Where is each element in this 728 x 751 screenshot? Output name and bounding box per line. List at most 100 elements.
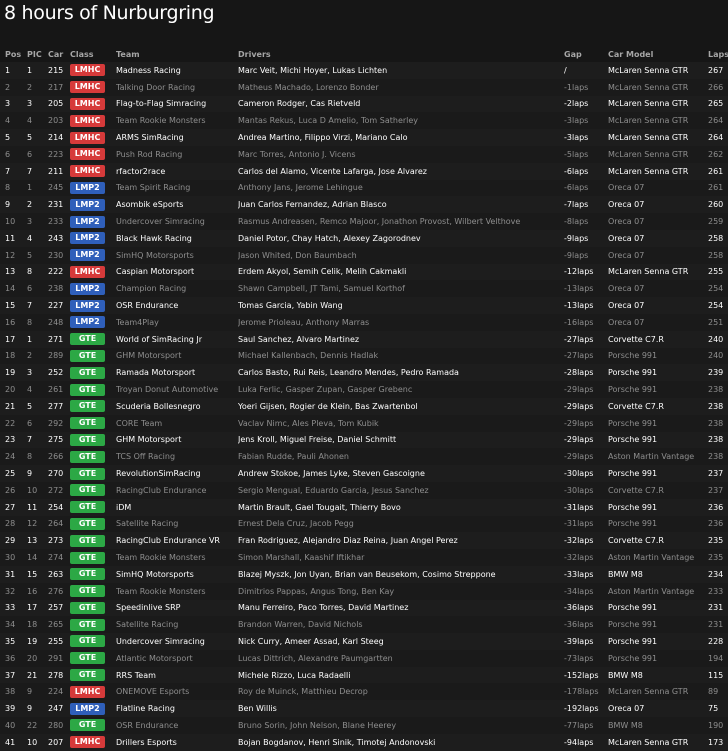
gap-cell: -7laps [564,196,608,214]
gap-cell: -13laps [564,297,608,314]
table-row[interactable]: 16 8 248 LMP2 Team4Play Jerome Prioleau, Anth… [0,313,728,331]
header-pic[interactable]: PIC [27,49,42,59]
table-row[interactable]: 31 15 263 GTE SimHQ Motorsports Blazej Myszk,… [0,565,728,583]
table-row[interactable]: 20 4 261 GTE Troyan Donut Automotive Luka Fer… [0,381,728,398]
team-cell: CORE Team [116,414,238,432]
table-row[interactable]: 26 10 272 GTE RacingClub Endurance Sergio Men… [0,481,728,499]
table-row[interactable]: 19 3 252 GTE Ramada Motorsport Carlos Basto, … [0,364,728,382]
table-row[interactable]: 4 4 203 LMHC Team Rookie Monsters Mantas Reku… [0,112,728,130]
class-badge: LMHC [70,265,105,278]
table-row[interactable]: 39 9 247 LMP2 Flatline Racing Ben Willis -192l… [0,700,728,718]
table-row[interactable]: 23 7 275 GTE GHM Motorsport Jens Kroll, Migue… [0,431,728,449]
table-row[interactable]: 2 2 217 LMHC Talking Door Racing Matheus Mach… [0,78,728,96]
car-model-cell: Porsche 991 [608,347,708,365]
team-cell: Flag-to-Flag Simracing [116,95,238,113]
class-badge: GTE [70,450,105,463]
drivers-cell: Bruno Sorin, John Nelson, Blane Heerey [238,717,564,734]
table-row[interactable]: 29 13 273 GTE RacingClub Endurance VR Fran Ro… [0,532,728,550]
table-row[interactable]: 35 19 255 GTE Undercover Simracing Nick Curry… [0,633,728,650]
class-badge: GTE [70,467,105,480]
pos-cell: 18 [0,347,27,365]
pos-cell: 14 [0,280,27,298]
pic-cell: 4 [27,381,48,398]
car-number-cell: 215 [48,62,70,79]
table-row[interactable]: 3 3 205 LMHC Flag-to-Flag Simracing Cameron R… [0,95,728,113]
header-laps[interactable]: Laps [708,49,728,59]
header-car-model[interactable]: Car Model [608,49,654,59]
laps-cell: 238 [708,448,728,466]
table-row[interactable]: 28 12 264 GTE Satellite Racing Ernest Dela Cr… [0,515,728,533]
table-row[interactable]: 25 9 270 GTE RevolutionSimRacing Andrew Stoko… [0,465,728,482]
header-car[interactable]: Car [48,49,64,59]
table-row[interactable]: 13 8 222 LMHC Caspian Motorsport Erdem Akyol,… [0,263,728,281]
table-row[interactable]: 27 11 254 GTE iDM Martin Brault, Gael Tougait… [0,498,728,516]
car-number-cell: 272 [48,481,70,499]
gap-cell: -29laps [564,397,608,415]
laps-cell: 239 [708,364,728,382]
class-cell: GTE [70,465,116,482]
table-row[interactable]: 40 22 280 GTE OSR Endurance Bruno Sorin, John… [0,717,728,734]
gap-cell: -3laps [564,129,608,146]
class-badge: GTE [70,719,105,732]
car-model-cell: McLaren Senna GTR [608,129,708,146]
drivers-cell: Shawn Campbell, JT Tami, Samuel Korthof [238,280,564,298]
team-cell: Drillers Esports [116,733,238,751]
laps-cell: 255 [708,263,728,281]
table-row[interactable]: 30 14 274 GTE Team Rookie Monsters Simon Mars… [0,549,728,566]
gap-cell: -29laps [564,414,608,432]
laps-cell: 254 [708,297,728,314]
pos-cell: 31 [0,565,27,583]
header-drivers[interactable]: Drivers [238,49,271,59]
gap-cell: -34laps [564,582,608,600]
table-row[interactable]: 1 1 215 LMHC Madness Racing Marc Veit, Michi … [0,62,728,79]
header-class[interactable]: Class [70,49,94,59]
table-row[interactable]: 37 21 278 GTE RRS Team Michele Rizzo, Luca Ra… [0,666,728,684]
team-cell: ONEMOVE Esports [116,683,238,701]
table-row[interactable]: 12 5 230 LMP2 SimHQ Motorsports Jason Whited,… [0,246,728,264]
table-row[interactable]: 41 10 207 LMHC Drillers Esports Bojan Bogdano… [0,733,728,751]
team-cell: GHM Motorsport [116,347,238,365]
pic-cell: 10 [27,481,48,499]
class-badge: GTE [70,517,105,530]
table-row[interactable]: 8 1 245 LMP2 Team Spirit Racing Anthony Jans,… [0,179,728,197]
table-row[interactable]: 24 8 266 GTE TCS Off Racing Fabian Rudde, Pau… [0,448,728,466]
class-cell: GTE [70,532,116,550]
table-row[interactable]: 32 16 276 GTE Team Rookie Monsters Dimitrios … [0,582,728,600]
class-cell: GTE [70,498,116,516]
table-row[interactable]: 7 7 211 LMHC rfactor2race Carlos del Alamo, V… [0,162,728,180]
table-row[interactable]: 38 9 224 LMHC ONEMOVE Esports Roy de Muinck, … [0,683,728,701]
gap-cell: / [564,62,608,79]
table-row[interactable]: 9 2 231 LMP2 Asombik eSports Juan Carlos Fern… [0,196,728,214]
table-row[interactable]: 11 4 243 LMP2 Black Hawk Racing Daniel Potor,… [0,229,728,247]
laps-cell: 75 [708,700,728,718]
car-number-cell: 230 [48,246,70,264]
table-row[interactable]: 6 6 223 LMHC Push Rod Racing Marc Torres, Ant… [0,145,728,163]
table-row[interactable]: 36 20 291 GTE Atlantic Motorsport Lucas Dittr… [0,649,728,667]
pos-cell: 8 [0,179,27,197]
table-row[interactable]: 21 5 277 GTE Scuderia Bollesnegro Yoeri Gijse… [0,397,728,415]
laps-cell: 235 [708,549,728,566]
header-gap[interactable]: Gap [564,49,582,59]
laps-cell: 265 [708,95,728,113]
header-pos[interactable]: Pos [5,49,22,59]
table-row[interactable]: 15 7 227 LMP2 OSR Endurance Tomas Garcia, Yab… [0,297,728,314]
class-badge: LMP2 [70,181,105,194]
table-row[interactable]: 5 5 214 LMHC ARMS SimRacing Andrea Martino, F… [0,129,728,146]
pos-cell: 27 [0,498,27,516]
gap-cell: -36laps [564,599,608,617]
table-row[interactable]: 17 1 271 GTE World of SimRacing Jr Saul Sanch… [0,330,728,348]
table-row[interactable]: 10 3 233 LMP2 Undercover Simracing Rasmus And… [0,213,728,230]
header-team[interactable]: Team [116,49,140,59]
car-number-cell: 254 [48,498,70,516]
table-row[interactable]: 18 2 289 GTE GHM Motorsport Michael Kallenbac… [0,347,728,365]
table-row[interactable]: 22 6 292 GTE CORE Team Vaclav Nimc, Ales Plev… [0,414,728,432]
laps-cell: 231 [708,616,728,634]
table-row[interactable]: 14 6 238 LMP2 Champion Racing Shawn Campbell,… [0,280,728,298]
class-badge: GTE [70,433,105,446]
pos-cell: 32 [0,582,27,600]
table-row[interactable]: 33 17 257 GTE Speedinlive SRP Manu Ferreiro, … [0,599,728,617]
laps-cell: 231 [708,599,728,617]
drivers-cell: Manu Ferreiro, Paco Torres, David Martin… [238,599,564,617]
team-cell: RevolutionSimRacing [116,465,238,482]
table-row[interactable]: 34 18 265 GTE Satellite Racing Brandon Warren… [0,616,728,634]
